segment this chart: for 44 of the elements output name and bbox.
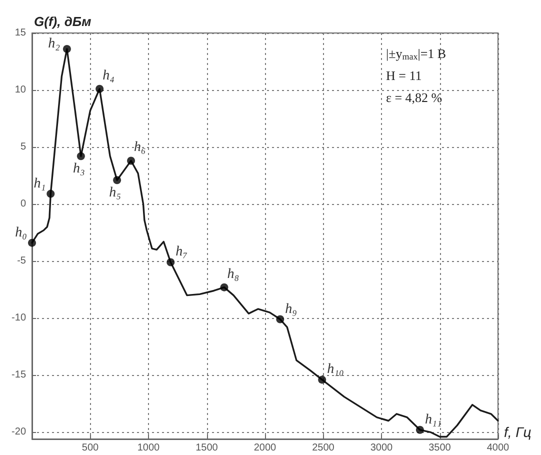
point xyxy=(96,84,104,93)
y-tick-label: 0 xyxy=(20,198,26,210)
annotation: h₃ xyxy=(72,162,85,177)
point xyxy=(46,190,55,198)
annotation: h₁ xyxy=(34,176,46,192)
annotation: h₉ xyxy=(285,302,298,317)
annotation: h₄ xyxy=(102,68,115,84)
x-tick-label: 2000 xyxy=(254,442,277,454)
y-tick-label: -20 xyxy=(12,426,26,438)
y-tick-label: -10 xyxy=(12,312,26,324)
annotation: h₁₁ xyxy=(424,412,442,428)
point xyxy=(416,426,424,434)
annotation: h₁₀ xyxy=(327,362,344,378)
x-tick-label: 3500 xyxy=(428,442,452,454)
x-tick-label: 500 xyxy=(82,442,100,454)
point xyxy=(127,156,136,165)
y-tick-label: -15 xyxy=(12,370,26,381)
point xyxy=(62,44,71,53)
annotation: h₆ xyxy=(134,140,146,156)
x-tick-label: 1000 xyxy=(137,442,160,454)
point xyxy=(76,152,85,160)
point xyxy=(113,176,122,184)
annotation: ε = 4,82 % xyxy=(386,90,442,105)
y-tick-label: 15 xyxy=(14,28,26,38)
point xyxy=(28,238,36,247)
point xyxy=(220,283,228,292)
x-tick-label: 3000 xyxy=(370,442,394,454)
x-tick-label: 1500 xyxy=(196,442,218,454)
annotation: h₇ xyxy=(176,244,188,260)
point xyxy=(166,258,175,266)
annotation: h₅ xyxy=(109,186,122,201)
y-tick-label: -5 xyxy=(17,256,26,267)
x-axis-title: f, Гц xyxy=(504,424,532,440)
y-axis-title: G(f), дБм xyxy=(34,14,92,29)
annotation: h₀ xyxy=(15,225,28,240)
annotation: h₈ xyxy=(227,266,240,282)
y-tick-label: 5 xyxy=(20,142,26,153)
annotation: h₂ xyxy=(48,36,60,52)
point xyxy=(276,315,284,324)
x-tick-label: 2500 xyxy=(312,442,335,454)
annotation: H = 11 xyxy=(386,68,422,83)
y-tick-label: 10 xyxy=(14,84,26,96)
point xyxy=(318,376,326,384)
x-tick-label: 4000 xyxy=(486,442,510,454)
